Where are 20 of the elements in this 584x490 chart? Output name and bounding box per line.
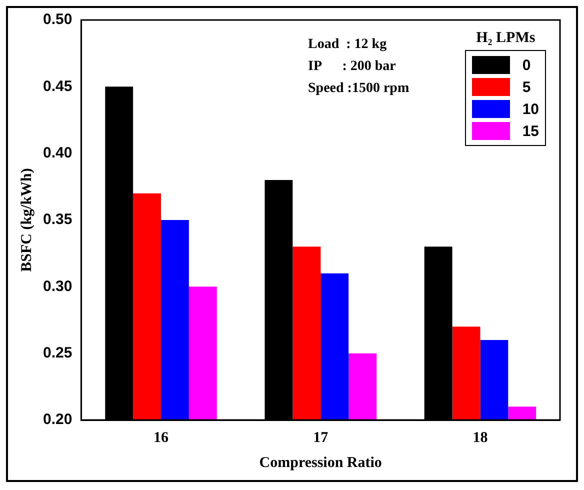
legend-title: H₂ LPMs xyxy=(475,30,536,47)
annotation: IP : 200 bar xyxy=(308,59,396,74)
annotation: Load : 12 kg xyxy=(308,37,387,52)
y-tick-label: 0.45 xyxy=(42,78,72,95)
annotation: Speed :1500 rpm xyxy=(308,81,410,96)
y-tick-label: 0.25 xyxy=(42,344,72,362)
x-axis-title: Compression Ratio xyxy=(259,454,382,471)
legend-label: 10 xyxy=(522,100,539,118)
y-axis-title: BSFC (kg/kWh) xyxy=(18,168,35,272)
legend-label: 5 xyxy=(522,78,531,96)
x-tick-label: 17 xyxy=(313,430,329,446)
y-tick-label: 0.50 xyxy=(42,11,72,28)
x-tick-label: 16 xyxy=(153,430,169,446)
x-tick-label: 18 xyxy=(472,430,488,446)
y-tick-label: 0.35 xyxy=(42,211,72,228)
y-tick-label: 0.30 xyxy=(42,278,72,295)
y-tick-label: 0.20 xyxy=(42,411,72,428)
legend-label: 15 xyxy=(522,122,539,140)
y-tick-label: 0.40 xyxy=(42,144,72,162)
legend-label: 0 xyxy=(522,56,531,74)
